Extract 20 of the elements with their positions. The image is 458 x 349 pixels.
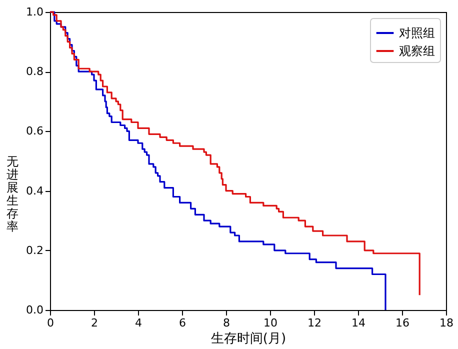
y-tick-label: 0.4 <box>26 184 44 198</box>
legend-label: 对照组 <box>399 26 435 40</box>
x-tick-label: 16 <box>396 316 410 330</box>
y-tick-label: 0.2 <box>26 244 44 257</box>
legend-label: 观察组 <box>399 44 435 58</box>
y-tick-label: 1.0 <box>26 6 44 18</box>
y-tick-label: 0.0 <box>26 304 44 316</box>
y-tick-label: 0.8 <box>26 65 44 78</box>
x-tick-label: 6 <box>179 316 186 330</box>
x-tick-label: 14 <box>352 316 366 330</box>
x-axis-title: 生存时间(月) <box>210 332 286 346</box>
x-tick-label: 8 <box>223 316 230 330</box>
x-tick-label: 12 <box>308 316 322 330</box>
y-axis-title: 无进展生存率 <box>6 154 18 234</box>
x-tick-label: 18 <box>440 316 454 330</box>
x-tick-label: 10 <box>264 316 278 330</box>
y-tick-label: 0.6 <box>26 124 44 138</box>
x-tick-label: 0 <box>47 316 54 330</box>
x-tick-label: 2 <box>91 316 98 330</box>
x-tick-label: 4 <box>135 316 142 330</box>
